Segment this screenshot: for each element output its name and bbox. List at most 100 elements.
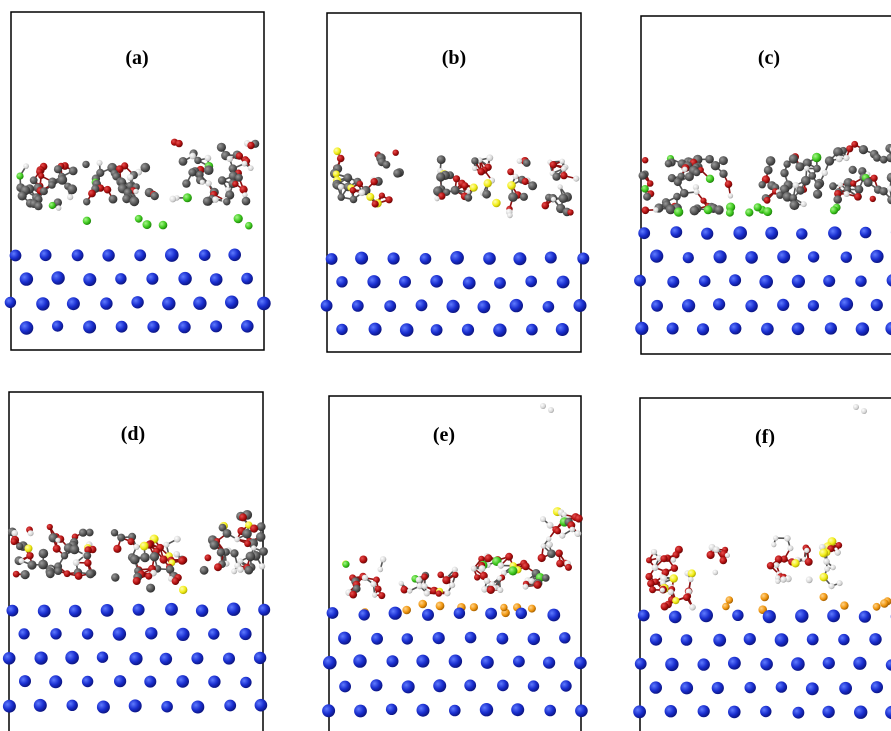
hydrogen-atom [540, 403, 546, 409]
hydrogen-atom [843, 154, 850, 162]
carbon-atom [684, 172, 694, 182]
substrate-atom [634, 657, 647, 670]
oxygen-atom [549, 161, 557, 169]
hydrogen-atom [470, 565, 477, 572]
carbon-atom [887, 144, 891, 154]
substrate-atom [66, 699, 78, 711]
substrate-atom [805, 682, 819, 696]
substrate-atom [134, 249, 147, 262]
substrate-atom [574, 656, 587, 670]
hydrogen-atom [682, 166, 688, 173]
substrate-atom [634, 274, 646, 287]
substrate-atom [666, 322, 679, 335]
substrate-atom [713, 633, 727, 647]
panel-label: (b) [442, 47, 466, 69]
chlorine-atom [142, 220, 152, 230]
oxygen-atom [660, 555, 668, 563]
substrate-atom [68, 604, 82, 618]
carbon-atom [349, 195, 358, 204]
hydrogen-atom [497, 587, 504, 593]
hydrogen-atom [133, 543, 140, 550]
substrate-atom [239, 627, 252, 641]
hydrogen-atom [242, 192, 248, 198]
substrate-atom [83, 273, 97, 287]
panel-e: (e) [322, 395, 588, 731]
substrate-atom [547, 608, 561, 622]
oxygen-atom [349, 590, 358, 599]
carbon-atom [85, 569, 95, 579]
substrate-atom [729, 274, 742, 287]
carbon-atom [199, 565, 209, 575]
hydrogen-atom [835, 155, 843, 163]
substrate-atom [796, 228, 808, 240]
carbon-atom [765, 156, 776, 166]
substrate-atom [102, 249, 115, 262]
substrate-atom [132, 603, 145, 616]
substrate-atom [81, 628, 94, 640]
oxygen-atom [774, 555, 783, 563]
substrate-atom [483, 252, 496, 265]
carbon-atom [60, 552, 69, 560]
sulfur-atom [669, 574, 678, 583]
substrate-atom [210, 320, 223, 333]
hydrogen-atom [27, 530, 34, 537]
substrate-atom [765, 226, 779, 240]
oxygen-atom [374, 585, 382, 593]
chlorine-atom [233, 214, 243, 224]
carbon-atom [813, 164, 821, 173]
substrate-lattice [320, 251, 590, 337]
oxygen-atom [560, 171, 568, 180]
substrate-atom [253, 651, 267, 665]
hydrogen-atom [821, 169, 828, 177]
sulfur-atom [687, 569, 696, 578]
carbon-atom [665, 204, 676, 215]
carbon-atom [643, 192, 652, 201]
oxygen-atom [437, 571, 444, 579]
oxygen-atom [63, 570, 71, 578]
chlorine-atom [182, 193, 192, 203]
oxygen-atom [214, 563, 222, 572]
carbon-atom [471, 157, 479, 165]
hydrogen-atom [241, 160, 248, 167]
oxygen-atom [642, 157, 649, 164]
substrate-atom [322, 704, 336, 718]
oxygen-atom [646, 557, 653, 564]
oxygen-atom [232, 180, 239, 188]
oxygen-atom [204, 554, 212, 562]
hydrogen-atom [55, 537, 61, 543]
substrate-atom [527, 680, 540, 692]
substrate-atom [513, 252, 527, 266]
fluorine-atom [527, 604, 536, 613]
hydrogen-atom [573, 175, 580, 182]
carbon-atom [789, 200, 800, 211]
sulfur-atom [139, 541, 149, 551]
carbon-atom [222, 529, 232, 538]
sulfur-atom [333, 147, 342, 156]
oxygen-atom [239, 513, 247, 522]
chlorine-atom [641, 185, 649, 193]
hydrogen-atom [823, 558, 830, 565]
adsorbate-atoms [330, 147, 580, 219]
substrate-atom [682, 252, 694, 264]
substrate-atom [371, 632, 383, 645]
substrate-atom [254, 698, 268, 712]
substrate-atom [665, 657, 679, 672]
hydrogen-atom [379, 556, 387, 563]
oxygen-atom [780, 555, 788, 563]
hydrogen-atom [226, 155, 233, 163]
substrate-atom [19, 675, 31, 688]
hydrogen-atom [559, 532, 566, 539]
carbon-atom [83, 198, 91, 206]
carbon-atom [34, 201, 43, 211]
carbon-atom [241, 196, 251, 206]
carbon-atom [85, 528, 94, 537]
substrate-atom [743, 633, 756, 646]
carbon-atom [255, 532, 266, 542]
carbon-atom [854, 185, 864, 194]
substrate-lattice [322, 606, 588, 718]
carbon-atom [140, 552, 150, 563]
carbon-atom [705, 154, 714, 164]
oxygen-atom [763, 196, 771, 204]
carbon-atom [202, 196, 212, 206]
hydrogen-atom [231, 568, 238, 575]
